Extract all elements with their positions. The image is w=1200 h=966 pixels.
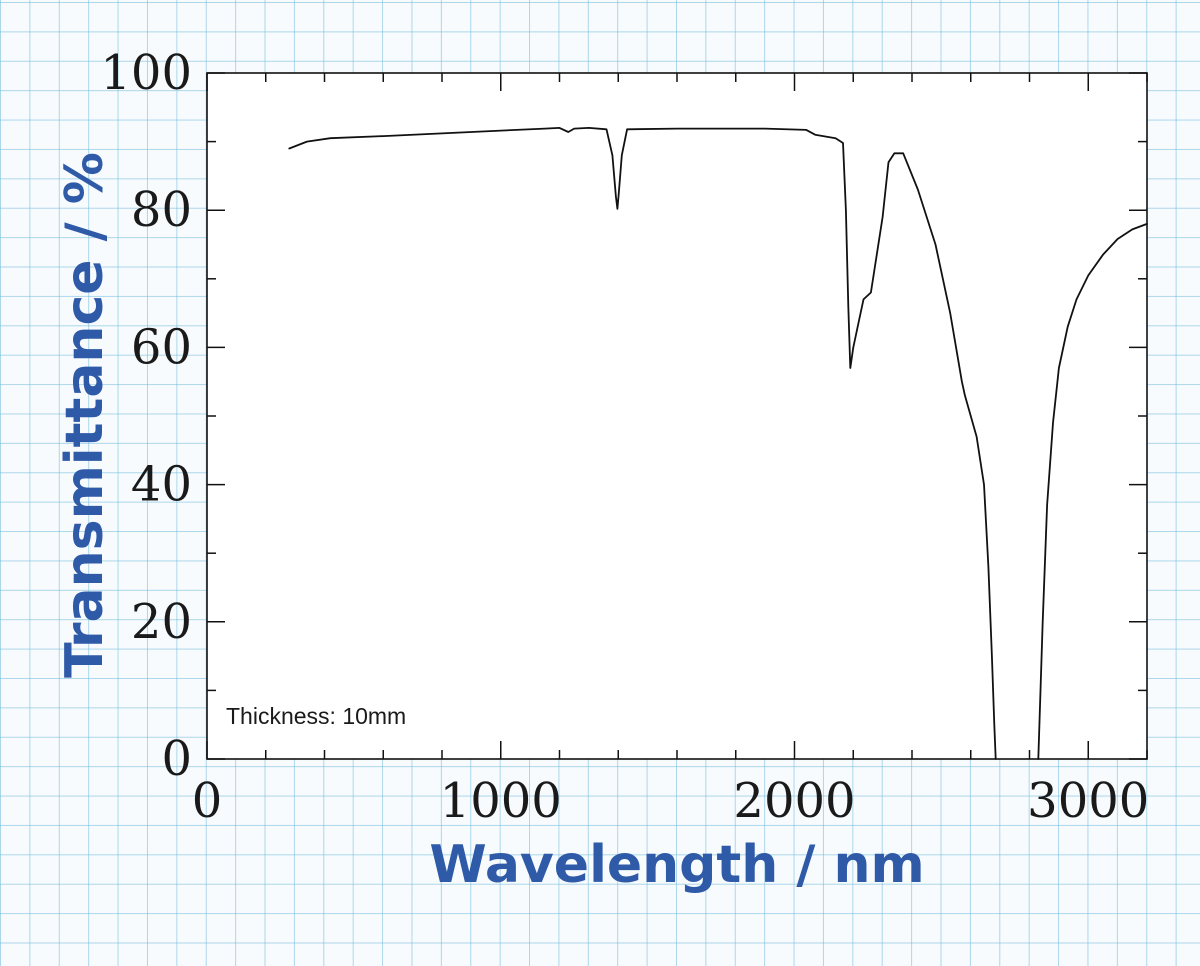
y-tick-label: 60 bbox=[131, 319, 192, 375]
transmittance-line-segment-1 bbox=[288, 127, 997, 760]
plot-area bbox=[207, 73, 1147, 759]
series-layer bbox=[288, 127, 1148, 760]
y-tick-label: 100 bbox=[100, 45, 192, 101]
x-axis-title: Wavelength / nm bbox=[429, 835, 924, 895]
x-tick-label: 1000 bbox=[440, 773, 562, 829]
plot-frame bbox=[206, 72, 1148, 760]
y-tick-label: 0 bbox=[161, 731, 192, 787]
x-tick-label: 0 bbox=[192, 773, 223, 829]
thickness-annotation: Thickness: 10mm bbox=[226, 703, 406, 729]
x-tick-labels: 0 1000 2000 3000 bbox=[192, 773, 1150, 829]
y-tick-label: 20 bbox=[131, 594, 192, 650]
y-tick-label: 40 bbox=[131, 457, 192, 513]
y-axis-title: Transmittance / % bbox=[55, 152, 115, 678]
x-tick-label: 2000 bbox=[733, 773, 855, 829]
y-tick-labels: 0 20 40 60 80 100 bbox=[100, 45, 192, 787]
y-tick-label: 80 bbox=[131, 182, 192, 238]
x-tick-label: 3000 bbox=[1027, 773, 1149, 829]
transmittance-line-segment-2 bbox=[1037, 223, 1148, 760]
